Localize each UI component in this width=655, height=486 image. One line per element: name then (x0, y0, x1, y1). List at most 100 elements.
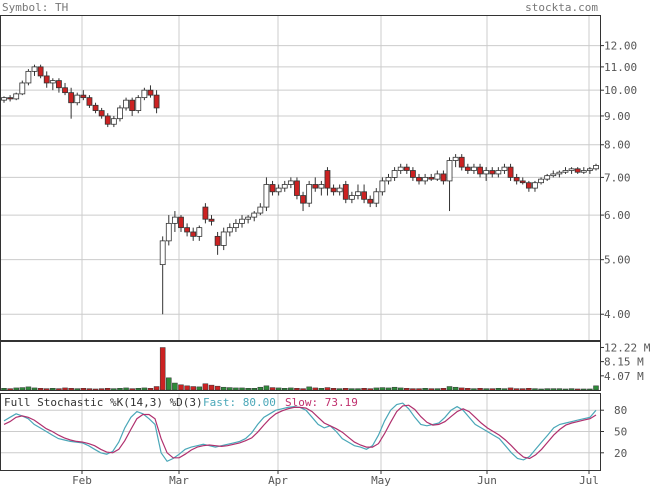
volume-bar (288, 387, 294, 391)
volume-bar (43, 388, 50, 391)
candle-body (220, 231, 227, 246)
candle-body (104, 115, 111, 125)
candle-body (416, 177, 422, 182)
volume-bar (422, 388, 428, 391)
x-axis-label: Feb (72, 474, 92, 486)
volume-bar (385, 387, 392, 391)
volume-bar (269, 387, 276, 391)
candle-body (49, 80, 56, 84)
candle-body (446, 160, 453, 182)
candle-body (37, 66, 44, 77)
volume-bar (324, 387, 331, 391)
volume-bar (92, 388, 99, 391)
volume-bar (68, 388, 74, 391)
volume-bar (477, 388, 483, 391)
price-candles (1, 64, 599, 315)
volume-bar (471, 388, 477, 391)
price-tick-label: 4.00 (604, 308, 631, 321)
candle-body (281, 184, 288, 189)
volume-bar (166, 377, 172, 391)
candle-body (312, 184, 319, 189)
candle-body (458, 156, 465, 168)
stochastic-lines (3, 402, 597, 463)
stoch-tick-label: 50 (614, 426, 627, 439)
volume-bar (196, 386, 203, 391)
candle-body (318, 184, 325, 189)
volume-bar (446, 386, 453, 391)
volume-bar (336, 388, 343, 391)
candle-body (294, 180, 300, 196)
x-axis-label: Mar (169, 474, 189, 486)
volume-bar (416, 388, 422, 391)
x-axis-labels: Feb Mar Apr May Jun Jul (72, 470, 599, 486)
x-axis-label: May (371, 474, 391, 486)
volume-panel-border (0, 341, 601, 391)
volume-bar (593, 385, 599, 391)
candle-body (43, 75, 50, 84)
price-tick-label: 7.00 (604, 171, 631, 184)
volume-bar (172, 382, 178, 391)
candle-body (196, 227, 203, 237)
stoch-slow-label: Slow: 73.19 (285, 396, 358, 409)
volume-bar (581, 388, 587, 391)
candle-body (74, 94, 81, 104)
candle-body (348, 195, 355, 200)
candle-body (233, 222, 239, 229)
volume-bar (111, 388, 117, 391)
candle-body (226, 227, 233, 233)
stoch-tick-label: 80 (614, 404, 627, 417)
candle-body (245, 216, 252, 220)
candle-body (489, 170, 496, 175)
candle-body (586, 168, 593, 171)
candle-body (98, 110, 105, 117)
candle-body (62, 87, 68, 94)
stoch-tick-label: 20 (614, 447, 627, 460)
volume-tick-label: 4.07 M (604, 370, 644, 383)
site-label[interactable]: stockta.com (525, 1, 598, 14)
price-tick-label: 11.00 (604, 61, 637, 74)
candle-body (190, 231, 197, 237)
volume-bar (526, 388, 532, 391)
volume-bar (520, 388, 526, 391)
volume-bar (343, 388, 349, 391)
candle-body (355, 191, 361, 196)
volume-bar (153, 386, 160, 391)
volume-bar (306, 386, 312, 391)
volume-bar (428, 388, 434, 391)
candle-body (330, 187, 337, 193)
volume-bar (62, 387, 68, 391)
x-axis-label: Jun (477, 474, 497, 486)
candle-body (92, 104, 99, 111)
candle-body (300, 195, 306, 204)
volume-tick-label: 8.15 M (604, 356, 644, 369)
volume-bar (562, 388, 569, 391)
candle-body (471, 166, 477, 171)
candle-body (568, 168, 575, 171)
candle-body (513, 177, 520, 182)
volume-bar (227, 387, 233, 391)
candle-body (580, 170, 587, 173)
candle-body (532, 182, 538, 189)
candle-body (452, 156, 459, 161)
candle-body (153, 94, 160, 109)
volume-bar (489, 388, 495, 391)
volume-bar (257, 386, 264, 391)
candle-body (544, 175, 551, 180)
candle-body (31, 66, 38, 72)
candle-body (428, 177, 435, 180)
candle-body (391, 170, 398, 178)
volume-bar (465, 388, 471, 391)
volume-bar (135, 388, 142, 391)
volume-bar (550, 388, 557, 391)
candle-body (507, 166, 514, 178)
price-tick-label: 10.00 (604, 84, 637, 97)
volume-bar (538, 388, 544, 391)
price-tick-label: 8.00 (604, 139, 631, 152)
x-axis-label: Jul (579, 474, 599, 486)
grid-lines (0, 15, 600, 470)
volume-bar (556, 388, 563, 391)
candle-body (440, 173, 447, 182)
volume-bar (513, 388, 520, 391)
candle-body (434, 173, 441, 180)
candle-body (385, 177, 392, 182)
